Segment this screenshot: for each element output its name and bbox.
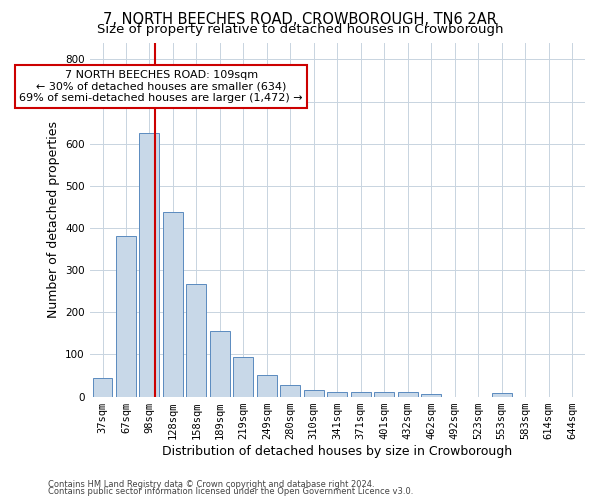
Text: 7 NORTH BEECHES ROAD: 109sqm
← 30% of detached houses are smaller (634)
69% of s: 7 NORTH BEECHES ROAD: 109sqm ← 30% of de…	[19, 70, 303, 103]
Bar	[328, 392, 347, 396]
Bar	[398, 392, 418, 396]
Bar	[139, 133, 160, 396]
Bar	[351, 392, 371, 396]
Bar	[374, 392, 394, 396]
Text: Contains HM Land Registry data © Crown copyright and database right 2024.: Contains HM Land Registry data © Crown c…	[48, 480, 374, 489]
Bar	[304, 390, 324, 396]
Text: Size of property relative to detached houses in Crowborough: Size of property relative to detached ho…	[97, 22, 503, 36]
Bar	[491, 393, 512, 396]
Bar	[257, 374, 277, 396]
Bar	[116, 236, 136, 396]
Y-axis label: Number of detached properties: Number of detached properties	[47, 121, 59, 318]
Bar	[163, 212, 183, 396]
Bar	[187, 284, 206, 397]
Bar	[210, 331, 230, 396]
Bar	[280, 385, 301, 396]
Text: 7, NORTH BEECHES ROAD, CROWBOROUGH, TN6 2AR: 7, NORTH BEECHES ROAD, CROWBOROUGH, TN6 …	[103, 12, 497, 28]
Bar	[92, 378, 112, 396]
Bar	[233, 356, 253, 397]
X-axis label: Distribution of detached houses by size in Crowborough: Distribution of detached houses by size …	[162, 444, 512, 458]
Bar	[421, 394, 441, 396]
Text: Contains public sector information licensed under the Open Government Licence v3: Contains public sector information licen…	[48, 487, 413, 496]
